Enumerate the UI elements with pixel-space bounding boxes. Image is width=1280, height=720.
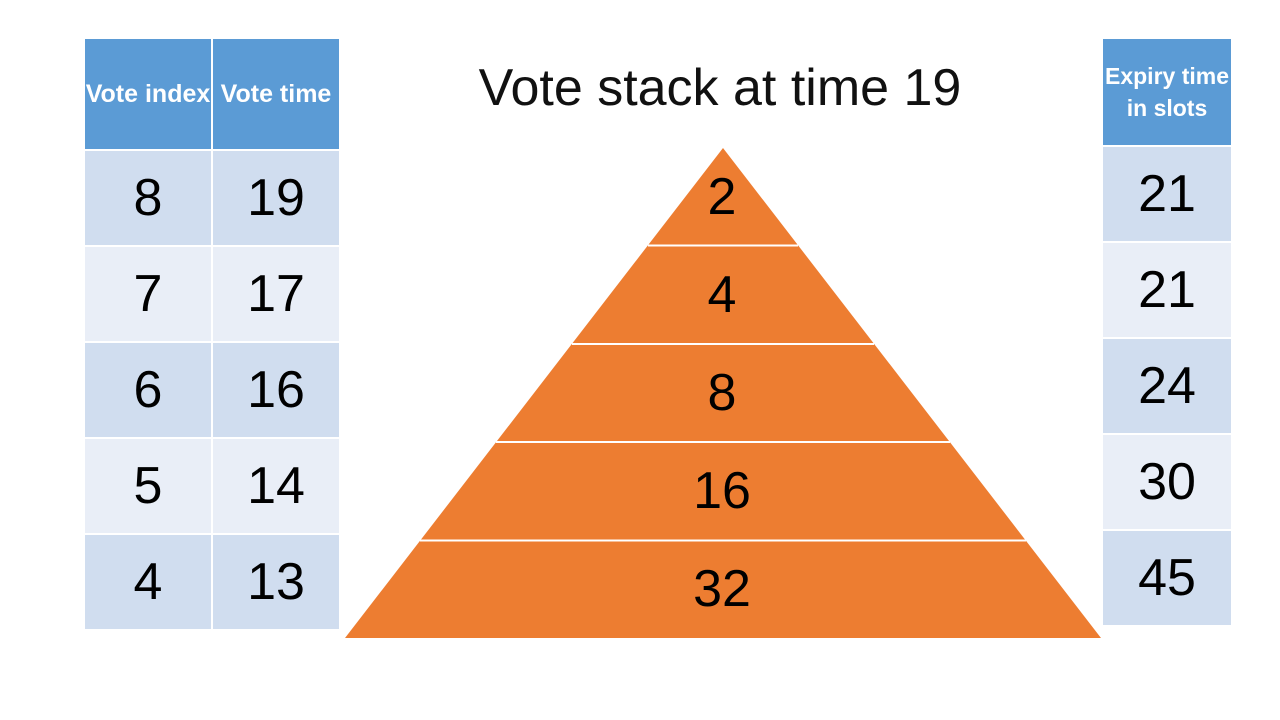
table-row: 24 bbox=[1101, 337, 1233, 435]
table-row: 5 14 bbox=[83, 437, 341, 535]
vote-index-cell: 7 bbox=[83, 245, 213, 343]
expiry-cell: 21 bbox=[1101, 241, 1233, 339]
expiry-table: Expiry time in slots 21 21 24 30 45 bbox=[1101, 37, 1233, 627]
slide-title: Vote stack at time 19 bbox=[478, 59, 962, 117]
level-label: 2 bbox=[708, 168, 737, 226]
expiry-header: Expiry time in slots bbox=[1101, 37, 1233, 147]
expiry-cell: 21 bbox=[1101, 145, 1233, 243]
vote-index-cell: 8 bbox=[83, 149, 213, 247]
expiry-cell: 24 bbox=[1101, 337, 1233, 435]
level-label: 16 bbox=[693, 462, 751, 520]
level-label: 8 bbox=[708, 364, 737, 422]
vote-time-cell: 14 bbox=[211, 437, 341, 535]
table-row: 21 bbox=[1101, 241, 1233, 339]
vote-time-cell: 19 bbox=[211, 149, 341, 247]
vote-index-header: Vote index bbox=[83, 37, 213, 151]
vote-index-cell: 5 bbox=[83, 437, 213, 535]
vote-time-header: Vote time bbox=[211, 37, 341, 151]
vote-index-cell: 6 bbox=[83, 341, 213, 439]
table-row: 6 16 bbox=[83, 341, 341, 439]
vote-time-cell: 13 bbox=[211, 533, 341, 631]
expiry-cell: 45 bbox=[1101, 529, 1233, 627]
table-row: 21 bbox=[1101, 145, 1233, 243]
pyramid-shape bbox=[345, 148, 1101, 638]
table-row: 45 bbox=[1101, 529, 1233, 627]
level-label: 32 bbox=[693, 560, 751, 618]
expiry-cell: 30 bbox=[1101, 433, 1233, 531]
level-label: 4 bbox=[708, 266, 737, 324]
vote-time-cell: 16 bbox=[211, 341, 341, 439]
table-row: 8 19 bbox=[83, 149, 341, 247]
table-row: 4 13 bbox=[83, 533, 341, 631]
table-row: 7 17 bbox=[83, 245, 341, 343]
vote-table: Vote index Vote time 8 19 7 17 6 16 5 14… bbox=[83, 37, 341, 631]
table-row: 30 bbox=[1101, 433, 1233, 531]
vote-index-cell: 4 bbox=[83, 533, 213, 631]
vote-time-cell: 17 bbox=[211, 245, 341, 343]
